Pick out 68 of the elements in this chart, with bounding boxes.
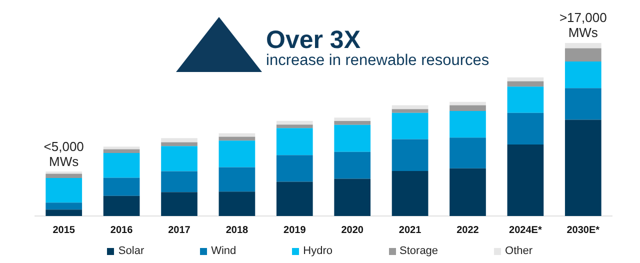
bar xyxy=(103,149,140,154)
bar xyxy=(46,202,82,210)
legend-label: Storage xyxy=(400,245,438,257)
bar xyxy=(46,174,82,178)
bar xyxy=(507,112,544,145)
bar xyxy=(450,102,486,106)
bar xyxy=(276,155,313,182)
bar xyxy=(334,124,371,152)
bar xyxy=(564,88,602,120)
bar xyxy=(161,142,198,146)
bar xyxy=(450,168,486,216)
bar xyxy=(276,182,313,216)
bar xyxy=(334,118,371,122)
x-tick-label: 2018 xyxy=(226,224,249,236)
bar xyxy=(103,146,140,150)
bar xyxy=(161,171,198,192)
bar xyxy=(218,136,256,141)
x-tick-label: 2022 xyxy=(456,224,480,236)
x-tick-label: 2021 xyxy=(398,224,422,236)
legend-label: Other xyxy=(505,245,533,257)
x-tick-label: 2016 xyxy=(110,224,134,236)
bar xyxy=(218,133,256,137)
bar xyxy=(161,146,198,172)
bar xyxy=(276,124,313,128)
bar xyxy=(334,121,371,125)
bar xyxy=(334,152,371,179)
bar xyxy=(564,43,602,48)
x-tick-label: 2019 xyxy=(284,224,306,236)
x-tick-label: 2020 xyxy=(341,224,364,236)
bar xyxy=(46,210,82,216)
bar xyxy=(103,178,140,196)
legend-label: Wind xyxy=(211,245,236,257)
bar xyxy=(450,105,486,111)
bar xyxy=(507,81,544,87)
chart-title: Over 3X xyxy=(266,26,361,54)
bar xyxy=(450,138,486,168)
bar xyxy=(392,112,428,140)
bar xyxy=(564,48,602,62)
x-tick-label: 2024E* xyxy=(509,224,542,236)
bar xyxy=(46,178,82,203)
bar xyxy=(392,105,428,110)
legend-label: Hydro xyxy=(303,245,333,257)
x-tick-label: 2015 xyxy=(52,224,76,236)
bar xyxy=(392,171,428,216)
bar xyxy=(218,167,256,192)
bar xyxy=(392,139,428,172)
bar xyxy=(161,138,198,142)
bar xyxy=(507,86,544,113)
bar xyxy=(392,109,428,113)
bar xyxy=(103,153,140,178)
annotation: >17,000 MWs xyxy=(558,10,608,40)
x-tick-label: 2017 xyxy=(168,224,191,236)
bar xyxy=(276,128,313,156)
legend-label: Solar xyxy=(118,245,144,257)
bar xyxy=(450,110,486,138)
bar xyxy=(218,140,256,168)
text: increase in renewable resources xyxy=(266,52,490,70)
annotation: <5,000 MWs xyxy=(42,138,85,169)
x-tick-label: 2030E* xyxy=(566,224,600,236)
bar xyxy=(334,178,371,216)
bar xyxy=(564,62,602,88)
bar xyxy=(564,120,602,216)
bar xyxy=(218,192,256,216)
bar xyxy=(161,192,198,216)
bar xyxy=(507,144,544,216)
bar xyxy=(276,120,313,125)
bar xyxy=(507,77,544,82)
bar xyxy=(103,196,140,216)
